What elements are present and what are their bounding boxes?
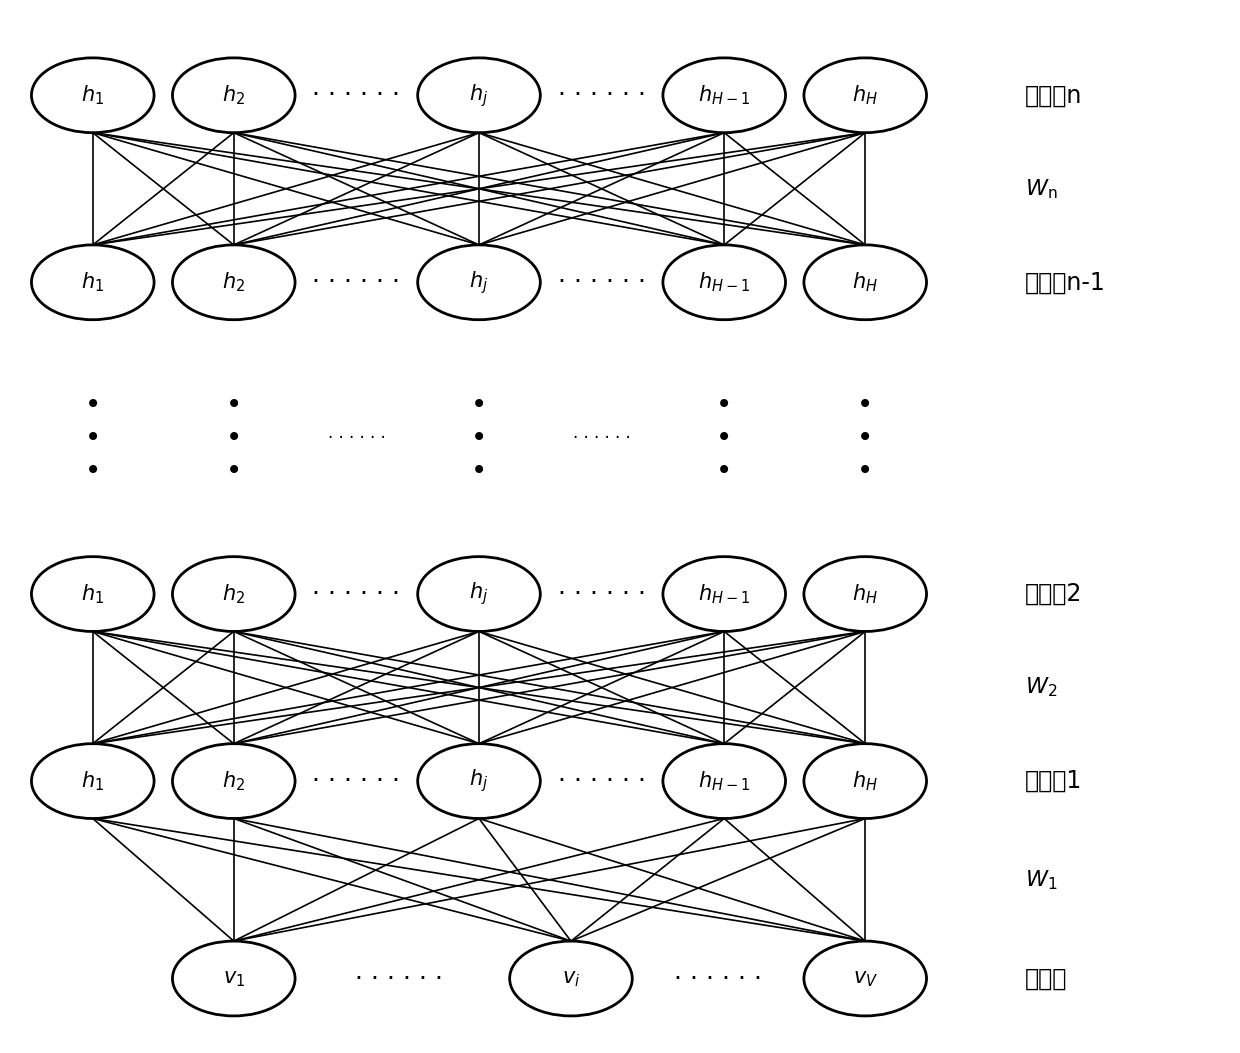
Text: •: • [226, 391, 242, 419]
Text: · · · · · ·: · · · · · · [312, 271, 401, 294]
Text: $h_{H-1}$: $h_{H-1}$ [698, 582, 750, 605]
Text: $v_1$: $v_1$ [223, 969, 244, 989]
Text: · · · · · ·: · · · · · · [675, 967, 763, 991]
Ellipse shape [31, 743, 154, 818]
Text: · · · · · ·: · · · · · · [356, 967, 444, 991]
Text: •: • [857, 424, 873, 452]
Ellipse shape [510, 941, 632, 1016]
Text: $h_1$: $h_1$ [81, 770, 104, 793]
Text: $h_H$: $h_H$ [852, 582, 878, 605]
Text: $h_{H-1}$: $h_{H-1}$ [698, 271, 750, 294]
Text: $h_H$: $h_H$ [852, 770, 878, 793]
Text: •: • [84, 391, 100, 419]
Ellipse shape [804, 557, 926, 632]
Text: 隐含层1: 隐含层1 [1024, 769, 1081, 793]
Text: $v_i$: $v_i$ [562, 969, 580, 989]
Text: $h_1$: $h_1$ [81, 582, 104, 605]
Text: $h_1$: $h_1$ [81, 271, 104, 294]
Ellipse shape [663, 245, 785, 320]
Text: · · · · · ·: · · · · · · [327, 430, 386, 448]
Text: · · · · · ·: · · · · · · [312, 582, 401, 607]
Ellipse shape [31, 58, 154, 133]
Ellipse shape [804, 245, 926, 320]
Ellipse shape [418, 245, 541, 320]
Ellipse shape [172, 743, 295, 818]
Ellipse shape [663, 58, 785, 133]
Text: $h_2$: $h_2$ [222, 271, 246, 294]
Text: •: • [84, 424, 100, 452]
Ellipse shape [172, 58, 295, 133]
Text: $h_1$: $h_1$ [81, 83, 104, 107]
Text: •: • [715, 457, 733, 485]
Text: $h_{H-1}$: $h_{H-1}$ [698, 83, 750, 107]
Text: •: • [857, 391, 873, 419]
Text: $W_1$: $W_1$ [1024, 868, 1056, 892]
Text: •: • [84, 457, 100, 485]
Text: · · · · · ·: · · · · · · [312, 769, 401, 793]
Text: 隐含层n-1: 隐含层n-1 [1024, 271, 1105, 294]
Text: •: • [715, 391, 733, 419]
Text: •: • [471, 391, 487, 419]
Ellipse shape [804, 743, 926, 818]
Text: •: • [226, 457, 242, 485]
Text: $h_2$: $h_2$ [222, 582, 246, 605]
Text: $h_2$: $h_2$ [222, 770, 246, 793]
Text: · · · · · ·: · · · · · · [312, 83, 401, 107]
Ellipse shape [663, 743, 785, 818]
Ellipse shape [172, 941, 295, 1016]
Text: $h_j$: $h_j$ [470, 768, 489, 794]
Text: $h_H$: $h_H$ [852, 83, 878, 107]
Text: $h_2$: $h_2$ [222, 83, 246, 107]
Text: $W_{\mathrm{n}}$: $W_{\mathrm{n}}$ [1024, 177, 1058, 200]
Text: 隐含层n: 隐含层n [1024, 83, 1083, 107]
Text: · · · · · ·: · · · · · · [573, 430, 630, 448]
Text: · · · · · ·: · · · · · · [558, 769, 646, 793]
Ellipse shape [418, 743, 541, 818]
Text: •: • [471, 457, 487, 485]
Ellipse shape [663, 557, 785, 632]
Ellipse shape [418, 58, 541, 133]
Text: · · · · · ·: · · · · · · [558, 271, 646, 294]
Text: $W_2$: $W_2$ [1024, 676, 1056, 699]
Text: •: • [226, 424, 242, 452]
Text: 隐含层2: 隐含层2 [1024, 582, 1083, 607]
Ellipse shape [804, 941, 926, 1016]
Text: 输入层: 输入层 [1024, 967, 1066, 991]
Text: $h_H$: $h_H$ [852, 271, 878, 294]
Ellipse shape [804, 58, 926, 133]
Text: $h_{H-1}$: $h_{H-1}$ [698, 770, 750, 793]
Ellipse shape [31, 557, 154, 632]
Ellipse shape [31, 245, 154, 320]
Text: · · · · · ·: · · · · · · [558, 83, 646, 107]
Text: •: • [715, 424, 733, 452]
Text: •: • [857, 457, 873, 485]
Ellipse shape [172, 245, 295, 320]
Text: $v_V$: $v_V$ [853, 969, 878, 989]
Text: $h_j$: $h_j$ [470, 82, 489, 108]
Ellipse shape [418, 557, 541, 632]
Text: •: • [471, 424, 487, 452]
Text: $h_j$: $h_j$ [470, 580, 489, 608]
Ellipse shape [172, 557, 295, 632]
Text: $h_j$: $h_j$ [470, 269, 489, 296]
Text: · · · · · ·: · · · · · · [558, 582, 646, 607]
